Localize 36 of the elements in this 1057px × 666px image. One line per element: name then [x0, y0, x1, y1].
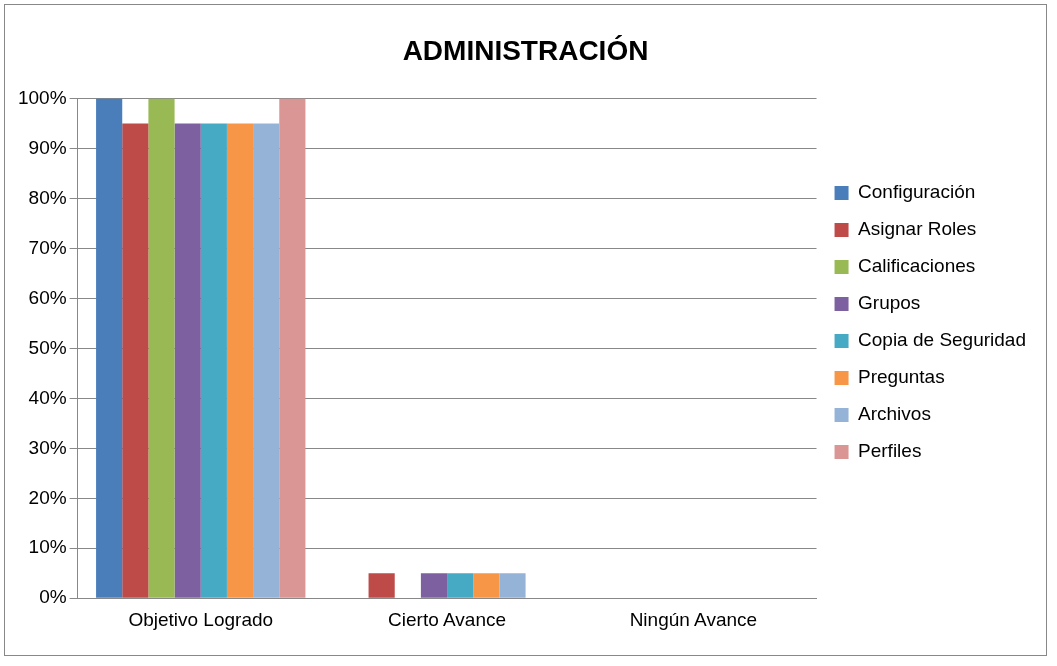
legend-label: Archivos — [858, 403, 931, 425]
y-tick-label: 50% — [28, 336, 67, 358]
y-tick-label: 60% — [28, 286, 67, 308]
legend-label: Grupos — [858, 292, 921, 314]
x-tick-label: Objetivo Logrado — [128, 608, 274, 630]
bar — [368, 573, 395, 598]
y-tick-label: 40% — [28, 386, 67, 408]
x-tick-label: Ningún Avance — [629, 608, 758, 630]
bar — [253, 123, 280, 598]
y-tick-label: 10% — [28, 536, 67, 558]
bar — [200, 123, 227, 598]
bar — [96, 98, 123, 598]
legend-label: Copia de Seguridad — [858, 329, 1027, 351]
legend-label: Configuración — [858, 181, 976, 203]
x-tick-label: Cierto Avance — [388, 608, 507, 630]
bar — [122, 123, 149, 598]
y-tick-label: 70% — [28, 236, 67, 258]
bar — [499, 573, 526, 598]
bar — [420, 573, 448, 598]
bar — [226, 123, 254, 598]
y-tick-label: 80% — [28, 186, 67, 208]
bar — [148, 98, 175, 598]
bar — [473, 573, 500, 598]
bar — [447, 573, 474, 598]
chart-title: ADMINISTRACIÓN — [402, 34, 649, 66]
bar — [174, 123, 201, 598]
legend-label: Preguntas — [858, 366, 945, 388]
legend-label: Calificaciones — [858, 255, 976, 277]
legend-label: Perfiles — [858, 440, 922, 462]
bar — [279, 98, 306, 598]
y-tick-label: 20% — [28, 486, 67, 508]
y-tick-label: 90% — [28, 136, 67, 158]
y-tick-label: 0% — [39, 586, 67, 608]
legend-label: Asignar Roles — [858, 218, 977, 240]
y-tick-label: 100% — [17, 86, 67, 108]
y-tick-label: 30% — [28, 436, 67, 458]
